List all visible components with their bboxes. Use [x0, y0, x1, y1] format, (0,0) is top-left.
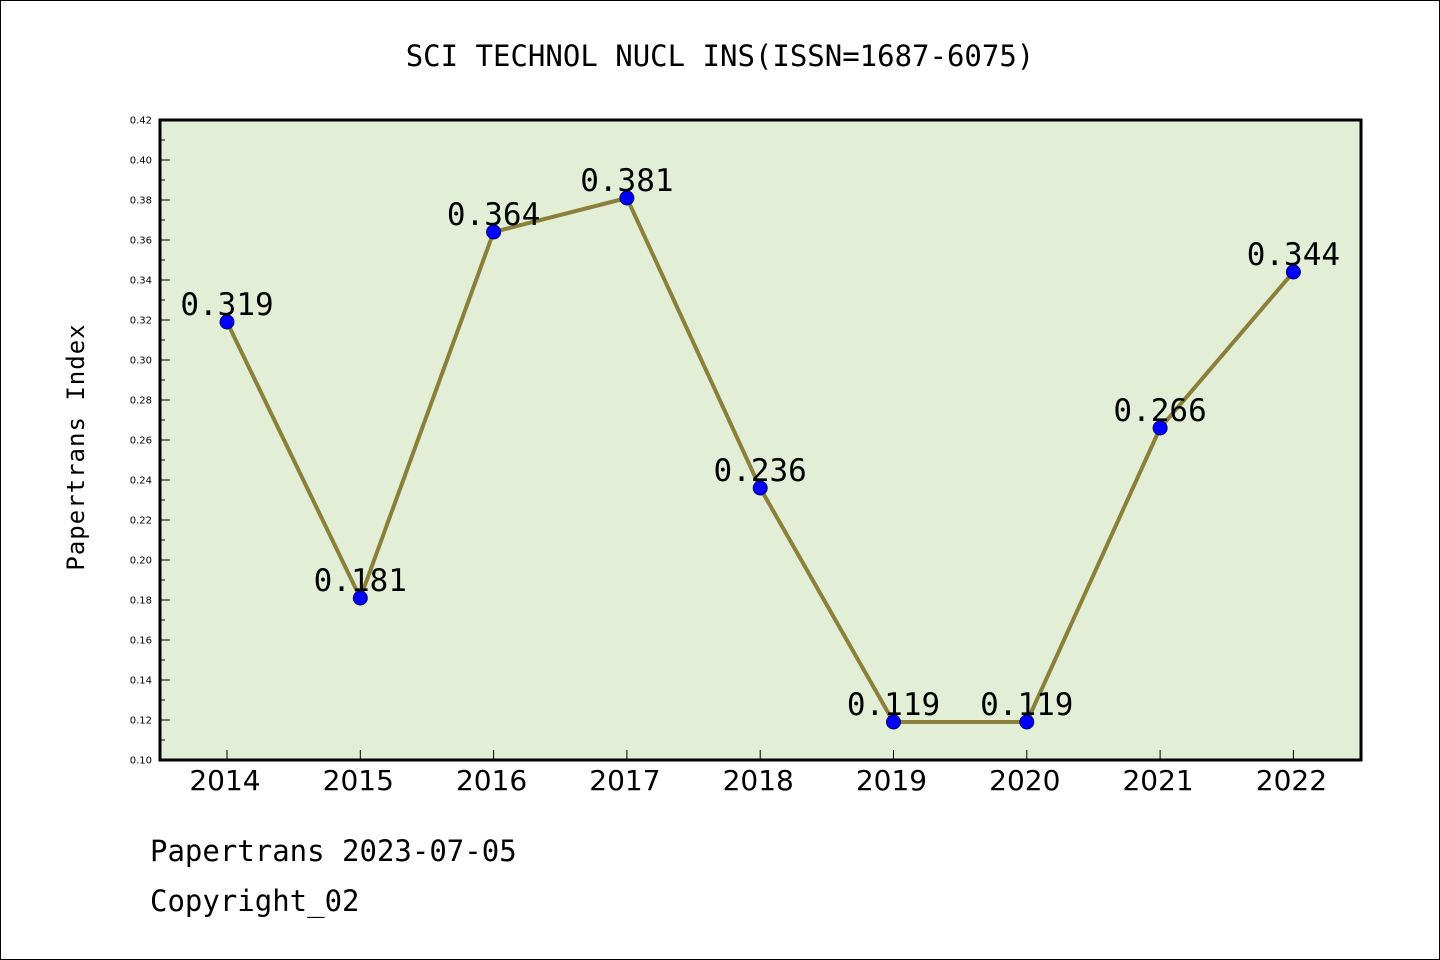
- y-tick-label: 0.30: [130, 356, 152, 367]
- y-axis-ticks: 0.10 0.12 0.14 0.16 0.18 0.20 0.22 0.24 0.26 0.28…: [130, 116, 170, 767]
- y-tick-label: 0.28: [130, 396, 152, 407]
- y-tick-label: 0.16: [130, 636, 152, 647]
- y-tick-label: 0.26: [130, 436, 152, 447]
- plot-area: [160, 120, 1361, 760]
- x-axis-ticks: 2014 2015 2016 2017 2018 2019 2020 2021 2022: [189, 750, 1327, 797]
- data-label: 0.266: [1113, 393, 1206, 429]
- y-tick-label: 0.32: [130, 316, 152, 327]
- x-tick-label: 2014: [189, 764, 260, 797]
- data-point: [1285, 264, 1301, 280]
- data-point: [219, 314, 235, 330]
- data-point: [886, 714, 901, 730]
- y-tick-label: 0.14: [130, 676, 152, 687]
- data-labels-layer: 0.319 0.181 0.364 0.381 0.236 0.119 0.119 0.266…: [180, 163, 1340, 723]
- data-label: 0.364: [447, 197, 540, 233]
- x-tick-label: 2016: [456, 764, 527, 797]
- series-layer: [219, 190, 1301, 730]
- x-tick-label: 2017: [589, 764, 660, 797]
- data-point: [1019, 714, 1035, 730]
- y-tick-label: 0.12: [130, 716, 152, 727]
- x-tick-label: 2020: [989, 764, 1060, 797]
- plot-border: [158, 118, 1363, 762]
- y-tick-label: 0.34: [130, 276, 152, 287]
- y-tick-label: 0.24: [130, 476, 152, 487]
- y-tick-label: 0.40: [130, 156, 152, 167]
- data-label: 0.181: [314, 563, 407, 599]
- x-tick-label: 2019: [856, 764, 927, 797]
- y-tick-label: 0.42: [130, 116, 152, 127]
- x-tick-label: 2021: [1122, 764, 1193, 797]
- y-tick-label: 0.20: [130, 556, 152, 567]
- footer-copyright-line: Copyright_02: [150, 884, 360, 918]
- footer-date-line: Papertrans 2023-07-05: [150, 834, 517, 868]
- data-label: 0.119: [980, 687, 1073, 723]
- data-point: [752, 480, 768, 496]
- data-label: 0.236: [714, 453, 807, 489]
- y-tick-label: 0.22: [130, 516, 152, 527]
- data-point: [486, 224, 502, 240]
- data-point: [352, 590, 368, 606]
- data-point: [1152, 420, 1168, 436]
- y-tick-label: 0.38: [130, 196, 152, 207]
- data-label: 0.319: [180, 287, 273, 323]
- data-label: 0.344: [1247, 237, 1340, 273]
- y-tick-label: 0.10: [130, 756, 152, 767]
- y-tick-label: 0.36: [130, 236, 152, 247]
- chart-title: SCI TECHNOL NUCL INS(ISSN=1687-6075): [406, 39, 1035, 73]
- y-tick-label: 0.18: [130, 596, 152, 607]
- data-label: 0.381: [580, 163, 673, 199]
- x-tick-label: 2018: [723, 764, 794, 797]
- x-tick-label: 2015: [323, 764, 394, 797]
- data-label: 0.119: [847, 687, 940, 723]
- data-point: [619, 190, 635, 206]
- x-tick-label: 2022: [1256, 764, 1327, 797]
- y-axis-label: Papertrans Index: [62, 323, 90, 570]
